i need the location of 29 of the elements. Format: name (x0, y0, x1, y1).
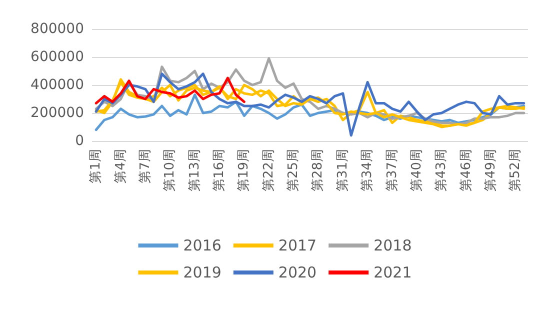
y-tick-label: 600000 (30, 49, 84, 65)
x-tick-label: 第34周 (360, 149, 376, 192)
y-tick-label: 800000 (30, 21, 84, 37)
legend-label: 2018 (374, 236, 412, 254)
x-tick-label: 第40周 (409, 149, 424, 192)
y-tick-label: 400000 (30, 77, 84, 93)
x-tick-label: 第4周 (113, 149, 128, 184)
y-tick-label: 0 (75, 133, 84, 149)
y-tick-label: 200000 (30, 105, 84, 121)
x-tick-label: 第10周 (162, 149, 178, 192)
x-tick-label: 第16周 (212, 149, 228, 192)
x-tick-label: 第52周 (508, 149, 524, 192)
legend-label: 2019 (183, 264, 222, 282)
x-tick-label: 第28周 (310, 149, 326, 192)
x-tick-label: 第1周 (88, 149, 104, 184)
legend-label: 2017 (278, 236, 317, 254)
x-tick-label: 第19周 (236, 149, 252, 192)
legend-label: 2021 (374, 264, 412, 282)
x-tick-label: 第22周 (261, 149, 276, 192)
x-tick-label: 第49周 (483, 149, 498, 192)
x-tick-label: 第31周 (335, 149, 350, 192)
x-tick-label: 第37周 (384, 149, 400, 192)
x-tick-label: 第7周 (138, 149, 153, 184)
x-tick-label: 第43周 (434, 149, 450, 192)
legend-label: 2016 (183, 236, 222, 254)
x-tick-label: 第13周 (187, 149, 202, 192)
x-tick-label: 第25周 (286, 149, 302, 192)
x-tick-label: 第46周 (458, 149, 474, 192)
legend-label: 2020 (278, 264, 317, 282)
